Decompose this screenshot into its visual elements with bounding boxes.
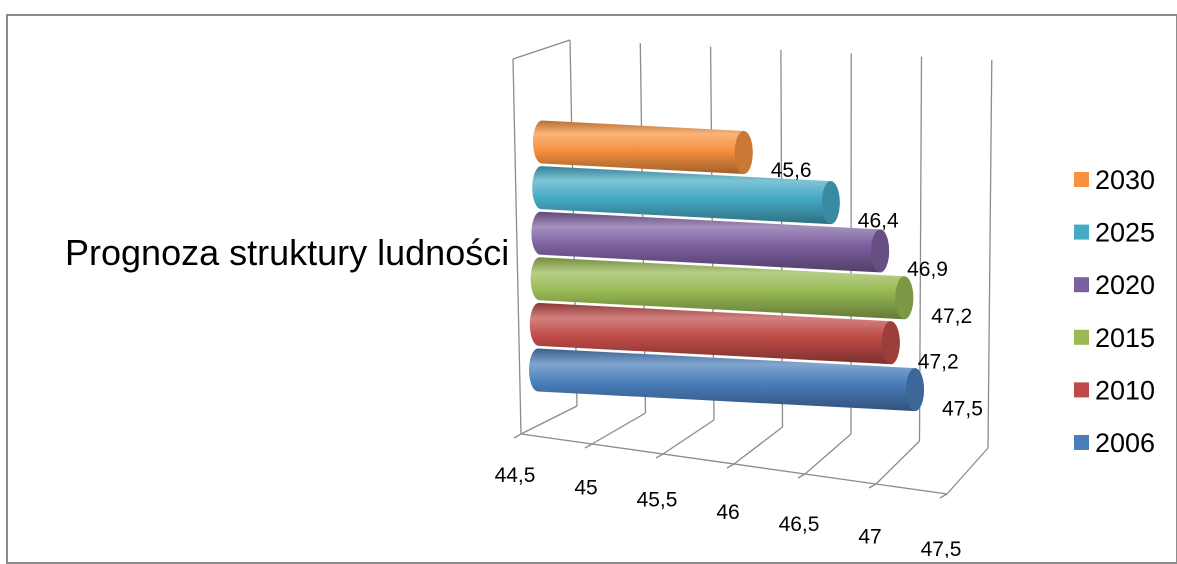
grid-line-floor [521,406,577,434]
wall-edge [513,59,521,434]
data-label-2030: 45,6 [771,159,812,182]
x-axis-ticks: 44,5 45 45,5 46 46,5 47 47,5 [495,464,962,558]
x-tick-label: 45 [574,476,597,499]
legend-swatch [1074,435,1089,450]
bar-end-cap [882,321,900,364]
tick-mark [798,474,805,478]
legend-swatch [1074,382,1089,397]
x-tick-label: 46 [716,501,739,524]
x-tick-label: 46,5 [779,513,820,536]
legend-label: 2025 [1095,218,1155,248]
legend-swatch [1074,172,1089,187]
legend-label: 2020 [1095,270,1155,300]
data-label-2006: 47,5 [942,398,983,421]
tick-mark [940,494,947,498]
data-label-2010: 47,2 [918,350,959,373]
data-label-2025: 46,4 [858,209,899,232]
legend-item-2020: 2020 [1074,270,1155,300]
x-tick-label: 45,5 [637,489,678,512]
x-tick-label: 47,5 [921,538,962,558]
legend-item-2006: 2006 [1074,428,1155,458]
x-tick-label: 47 [858,526,881,549]
bars [529,121,924,412]
grid-line-floor [734,427,783,464]
legend-label: 2030 [1095,165,1155,195]
bar-end-cap [895,276,913,319]
grid-line-vertical [988,60,992,448]
legend-swatch [1074,277,1089,292]
legend-label: 2006 [1095,428,1155,458]
legend: 2030 2025 2020 2015 2010 2006 [1074,165,1155,458]
grid-line-floor [876,441,920,484]
tick-mark [727,464,734,468]
legend-item-2025: 2025 [1074,218,1155,248]
tick-mark [585,444,592,448]
x-tick-label: 44,5 [495,464,536,487]
bar-end-cap [735,131,753,174]
bar-end-cap [906,368,924,411]
grid-line-floor [592,413,646,444]
wall-edge [513,40,570,59]
bar-end-cap [822,181,840,224]
legend-item-2030: 2030 [1074,165,1155,195]
grid-line-floor [947,448,988,494]
legend-swatch [1074,225,1089,240]
legend-item-2010: 2010 [1074,375,1155,405]
bar-end-cap [871,229,889,272]
legend-label: 2015 [1095,323,1155,353]
legend-swatch [1074,330,1089,345]
data-label-2015: 47,2 [931,305,972,328]
grid-line-floor [663,420,714,454]
tick-mark [869,484,876,488]
tick-mark [656,454,663,458]
data-label-2020: 46,9 [907,258,948,281]
legend-item-2015: 2015 [1074,323,1155,353]
grid-line-floor [805,434,851,474]
legend-label: 2010 [1095,375,1155,405]
tick-mark [514,434,521,438]
bar-2030 [533,121,753,174]
category-label: Prognoza struktury ludności [65,232,509,273]
bar-body [533,121,753,174]
